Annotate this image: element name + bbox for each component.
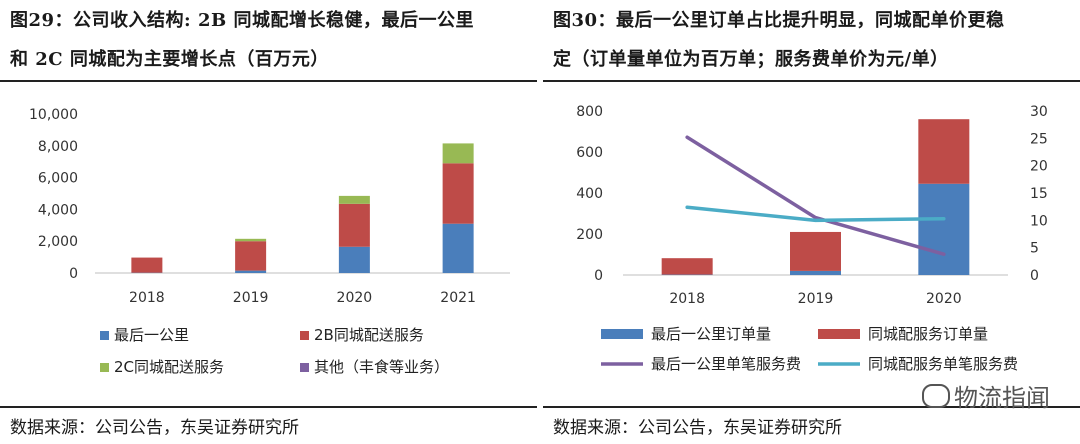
y-right-tick-label: 20 <box>1030 159 1048 175</box>
wechat-icon <box>922 384 950 408</box>
y-right-tick-label: 30 <box>1030 104 1048 120</box>
legend-label: 同城配服务订单量 <box>868 325 988 343</box>
legend-label: 其他（丰食等业务） <box>314 358 449 376</box>
x-tick-label: 2020 <box>337 290 373 306</box>
bar-segment <box>131 257 163 273</box>
right-chart-title-line2: 定（订单量单位为百万单；服务费单价为元/单） <box>553 49 949 70</box>
bar-segment <box>338 246 370 273</box>
left-figure-panel: 图29：公司收入结构: 2B 同城配增长稳健，最后一公里 和 2C 同城配为主要… <box>0 0 537 444</box>
x-tick-label: 2019 <box>233 290 269 306</box>
legend-swatch <box>100 363 109 372</box>
y-right-tick-label: 25 <box>1030 131 1048 147</box>
y-left-tick-label: 800 <box>576 104 603 120</box>
x-tick-label: 2021 <box>440 290 476 306</box>
legend-label: 最后一公里订单量 <box>651 325 771 343</box>
y-left-tick-label: 200 <box>576 227 603 243</box>
series-line <box>685 135 946 256</box>
legend-swatch <box>818 329 860 339</box>
bar-segment <box>442 143 474 164</box>
left-bottom-rule <box>0 406 537 408</box>
y-tick-label: 4,000 <box>38 202 78 218</box>
left-top-rule <box>0 80 537 82</box>
bar-segment <box>235 270 267 273</box>
y-right-tick-label: 5 <box>1030 241 1039 257</box>
x-tick-label: 2018 <box>669 291 705 307</box>
watermark: 物流指闻 <box>922 378 1050 413</box>
right-top-rule <box>543 80 1080 82</box>
legend-swatch <box>300 331 309 340</box>
right-chart-title-line1: 图30：最后一公里订单占比提升明显，同城配单价更稳 <box>553 10 1005 31</box>
bar-segment <box>338 195 370 204</box>
y-left-tick-label: 600 <box>576 145 603 161</box>
left-revenue-stacked-bar-chart: 0 2,000 4,000 6,000 8,000 10,000 2018 2019 2020 2… <box>29 107 510 376</box>
bar-segment <box>918 183 970 275</box>
legend-swatch <box>300 363 309 372</box>
y-tick-label: 10,000 <box>29 107 78 123</box>
bar-segment <box>235 238 267 242</box>
right-figure-panel: 图30：最后一公里订单占比提升明显，同城配单价更稳 定（订单量单位为百万单；服务… <box>543 0 1080 444</box>
right-orders-combo-chart: 0 200 400 600 800 0 5 10 15 20 25 30 2018 2019 2020 最后一… <box>576 104 1048 373</box>
y-tick-label: 6,000 <box>38 171 78 187</box>
series-line <box>685 205 946 223</box>
legend-label: 最后一公里 <box>114 326 189 344</box>
left-data-source: 数据来源：公司公告，东吴证券研究所 <box>10 418 299 438</box>
right-data-source: 数据来源：公司公告，东吴证券研究所 <box>553 418 842 438</box>
y-tick-label: 2,000 <box>38 234 78 250</box>
bar-segment <box>235 241 267 271</box>
bar-segment <box>442 163 474 224</box>
y-tick-label: 0 <box>69 266 78 282</box>
right-bottom-rule <box>543 406 1080 408</box>
legend-label: 2B同城配送服务 <box>314 326 424 344</box>
y-left-tick-label: 0 <box>594 268 603 284</box>
bar-segment <box>661 258 713 275</box>
y-right-tick-label: 10 <box>1030 213 1048 229</box>
legend-label: 2C同城配送服务 <box>114 358 224 376</box>
bar-segment <box>918 119 970 184</box>
legend-label: 最后一公里单笔服务费 <box>651 355 801 373</box>
bar-segment <box>338 203 370 247</box>
watermark-text: 物流指闻 <box>954 384 1050 412</box>
y-right-tick-label: 0 <box>1030 268 1039 284</box>
left-chart-title-line1: 图29：公司收入结构: 2B 同城配增长稳健，最后一公里 <box>10 10 474 31</box>
bar-segment <box>790 231 841 271</box>
x-tick-label: 2018 <box>129 290 165 306</box>
bar-segment <box>790 270 841 275</box>
legend-label: 同城配服务单笔服务费 <box>868 355 1018 373</box>
y-tick-label: 8,000 <box>38 139 78 155</box>
x-tick-label: 2019 <box>798 291 834 307</box>
legend-swatch <box>100 331 109 340</box>
bar-segment <box>442 223 474 273</box>
legend-swatch <box>601 329 643 339</box>
x-tick-label: 2020 <box>926 291 962 307</box>
y-left-tick-label: 400 <box>576 186 603 202</box>
left-chart-title-line2: 和 2C 同城配为主要增长点（百万元） <box>10 49 329 70</box>
y-right-tick-label: 15 <box>1030 186 1048 202</box>
